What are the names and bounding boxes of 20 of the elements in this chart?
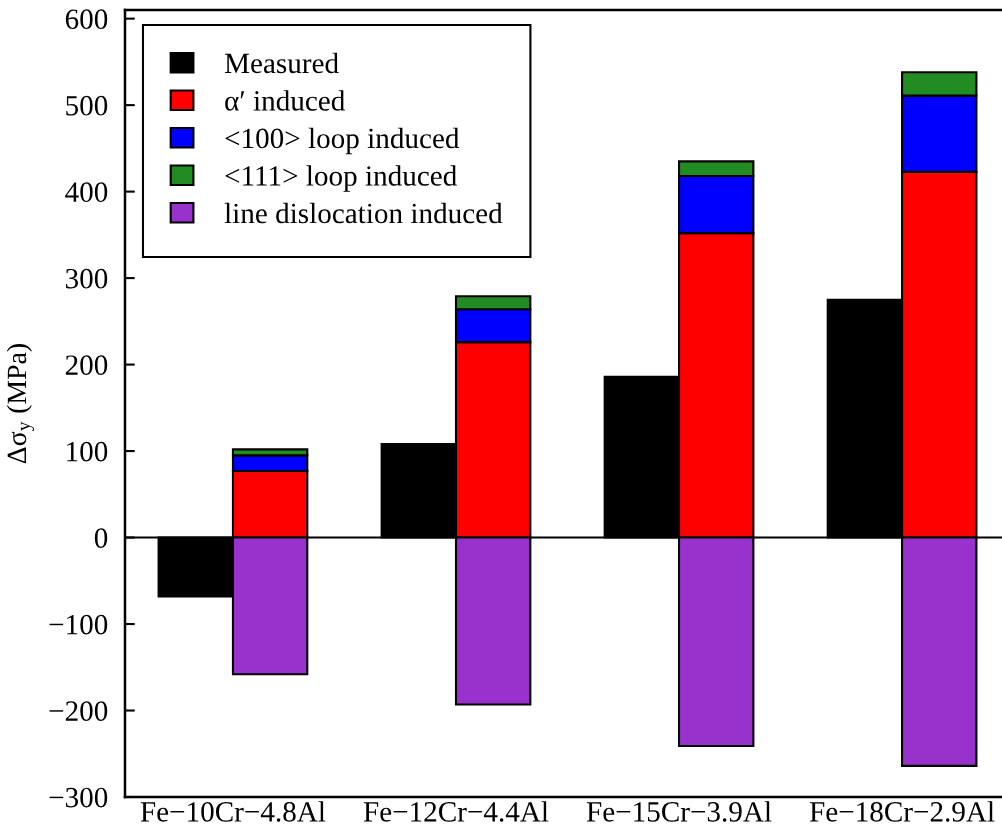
x-tick-label: Fe−12Cr−4.4Al — [363, 801, 549, 822]
x-tick-label: Fe−18Cr−2.9Al — [809, 801, 995, 822]
x-tick-label: Fe−15Cr−3.9Al — [586, 801, 772, 822]
y-axis-title: Δσ$_{y}$ (MPa) — [6, 344, 35, 464]
y-tick-label: 0 — [94, 528, 108, 548]
y-tick-label: 400 — [65, 182, 108, 203]
legend-label: Measured — [224, 52, 339, 74]
y-tick-label: −200 — [49, 701, 108, 721]
y-tick-label: 300 — [65, 268, 108, 289]
y-tick-label: −100 — [49, 614, 108, 635]
x-tick-label: Fe−10Cr−4.8Al — [140, 801, 326, 822]
legend-label: line dislocation induced — [224, 202, 503, 224]
y-tick-label: 500 — [66, 95, 108, 116]
y-tick-label: 600 — [65, 9, 108, 30]
legend-label: <111> loop induced — [225, 165, 457, 192]
y-tick-label: −300 — [49, 787, 108, 808]
y-tick-label: 100 — [67, 441, 108, 462]
legend-label: <100> loop induced — [225, 127, 460, 155]
legend-label: α′ induced — [225, 90, 345, 111]
y-tick-label: 200 — [65, 355, 108, 375]
